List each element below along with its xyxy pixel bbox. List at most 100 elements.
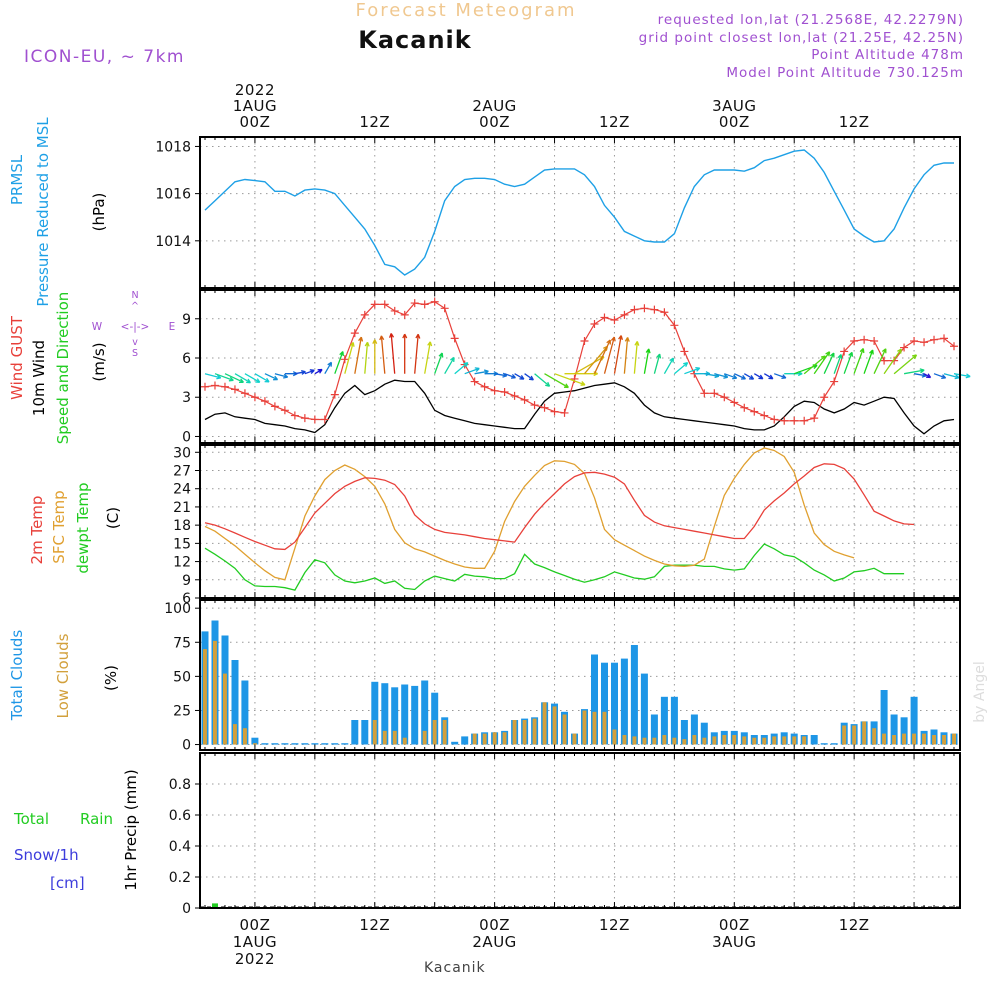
gust-marker: [620, 310, 629, 319]
total-cloud-bar: [231, 660, 239, 745]
low-cloud-bar: [562, 714, 567, 745]
y-tick-label: 3: [182, 390, 191, 406]
gust-marker: [410, 299, 419, 308]
gust-marker: [780, 416, 789, 425]
wind-direction-arrow: [883, 348, 902, 375]
wind-direction-arrow: [943, 373, 960, 380]
sfc-temp-line: [204, 447, 855, 581]
gust-marker: [480, 382, 489, 391]
clouds-unit: (%): [102, 665, 120, 691]
gust-marker: [830, 377, 839, 386]
panel-background: [200, 753, 960, 908]
total-cloud-bar: [401, 684, 409, 745]
low-cloud-bar: [602, 711, 607, 745]
wind-direction-arrow: [564, 371, 598, 377]
t2m-temp-line: [204, 463, 915, 551]
wind-direction-arrow: [714, 373, 729, 379]
total-cloud-bar: [321, 743, 329, 745]
low-cloud-bar: [762, 737, 767, 745]
gust-marker: [420, 300, 429, 309]
model-label: ICON-EU, ~ 7km: [24, 47, 185, 67]
bottom-time-label: 2AUG: [472, 933, 516, 951]
total-cloud-bar: [630, 645, 638, 745]
total-cloud-bar: [251, 737, 259, 745]
gust-marker: [230, 385, 239, 394]
gust-marker: [670, 321, 679, 330]
gust-marker: [270, 402, 279, 411]
low-cloud-bar: [842, 725, 847, 745]
low-cloud-bar: [492, 732, 497, 745]
wind-direction-arrow: [434, 352, 444, 374]
bottom-time-label: 00Z: [719, 916, 750, 934]
wind-direction-arrow: [379, 335, 386, 374]
total-cloud-bar: [271, 743, 279, 745]
gust-marker: [400, 310, 409, 319]
wind-direction-arrow: [204, 373, 222, 380]
wind-direction-arrow: [424, 341, 433, 374]
total-cloud-bar: [620, 658, 628, 745]
gust-marker: [220, 382, 229, 391]
compass-east: E: [169, 321, 176, 333]
low-cloud-bar: [582, 710, 587, 745]
y-tick-label: 12: [173, 555, 191, 571]
top-time-label: 12Z: [359, 113, 390, 131]
gust-marker: [910, 337, 919, 345]
low-cloud-bar: [402, 737, 407, 745]
total-cloud-bar: [880, 690, 888, 745]
pressure-series-line: [204, 149, 954, 276]
wind-direction-arrow: [274, 373, 289, 379]
low-cloud-bar: [652, 737, 657, 745]
gust-marker: [500, 388, 509, 396]
low-cloud-bar: [692, 735, 697, 745]
wind-direction-arrow: [763, 373, 774, 380]
y-tick-label: 21: [173, 500, 191, 516]
low-cloud-bar: [622, 735, 627, 745]
top-time-label: 00Z: [719, 113, 750, 131]
low-cloud-bar: [552, 706, 557, 745]
total-cloud-bar: [900, 717, 908, 745]
low-cloud-bar: [772, 736, 777, 745]
low-cloud-bar: [952, 733, 956, 745]
top-time-label: 00Z: [239, 113, 270, 131]
gust-marker: [550, 407, 559, 416]
total-cloud-bar: [381, 683, 389, 745]
gust-marker: [580, 337, 589, 345]
precip-legend-cm: [cm]: [50, 874, 85, 892]
wind-direction-arrow: [534, 373, 551, 387]
wind-direction-arrow: [314, 368, 323, 375]
wind-direction-arrow: [294, 369, 306, 375]
low-cloud-bar: [792, 736, 797, 745]
low-cloud-bar: [702, 737, 707, 745]
bottom-time-label: 12Z: [839, 916, 870, 934]
grid-point-coords: grid point closest lon,lat (21.25E, 42.2…: [639, 30, 964, 46]
low-cloud-bar: [372, 720, 377, 745]
total-cloud-bar: [281, 743, 289, 745]
low-cloud-bar: [203, 649, 207, 745]
low-cloud-bar: [942, 735, 946, 745]
low-cloud-bar: [382, 730, 387, 745]
wind-direction-arrow: [214, 373, 234, 382]
y-tick-label: 0.2: [169, 870, 191, 886]
wind-direction-arrow: [893, 354, 918, 375]
low-cloud-bar: [852, 725, 857, 745]
gust-marker: [840, 347, 849, 356]
gust-marker: [370, 300, 379, 309]
gust-marker: [280, 406, 289, 415]
y-tick-label: 9: [182, 573, 191, 589]
total-cloud-bar: [820, 743, 828, 745]
wind-panel: 0 3 6 9 Wind GUST 10m Wind Speed and Direction…: [8, 289, 971, 445]
total-cloud-bar: [601, 662, 608, 745]
panel-background: [200, 290, 960, 443]
total-cloud-bar: [700, 722, 708, 745]
precip-legend-total: Total: [13, 810, 49, 828]
wind-direction-arrow: [663, 357, 675, 375]
wind-direction-arrow: [372, 339, 378, 374]
wind-direction-arrow: [544, 373, 569, 389]
gust-marker: [330, 390, 339, 399]
panel-frame: [199, 752, 961, 909]
low-cloud-bar: [892, 735, 896, 745]
wind-direction-arrow: [364, 341, 370, 374]
wind-direction-arrow: [724, 373, 738, 380]
gust-marker: [950, 342, 959, 351]
total-cloud-bar: [810, 735, 818, 745]
